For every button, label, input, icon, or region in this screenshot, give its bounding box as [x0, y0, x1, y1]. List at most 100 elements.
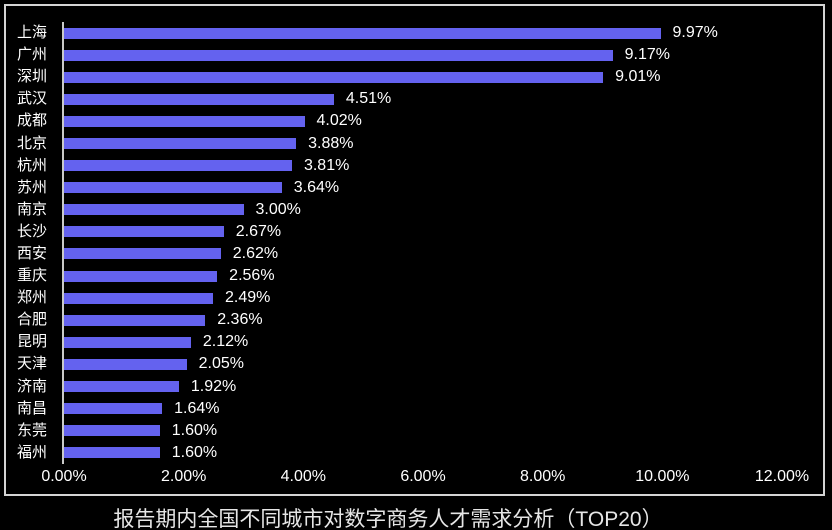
value-label: 3.81% [303, 156, 350, 174]
category-label: 天津 [16, 355, 47, 373]
bar [64, 447, 160, 459]
bar-row: 广州 9.17% [0, 44, 832, 67]
category-label: 上海 [16, 24, 47, 42]
bar [64, 226, 224, 238]
bar [64, 93, 334, 105]
bar-row: 武汉 4.51% [0, 88, 832, 111]
bar [64, 182, 282, 194]
value-label: 1.60% [171, 443, 218, 461]
bar-track: 3.81% [62, 154, 782, 177]
category-label: 合肥 [16, 311, 47, 329]
value-label: 2.05% [198, 355, 245, 373]
bar-track: 1.60% [62, 441, 782, 464]
bar-rows: 上海 9.97% 广州 9.17% 深圳 9.01% 武汉 4.51% 成都 4.02% 北京 3.8… [0, 22, 832, 464]
category-label: 重庆 [16, 267, 47, 285]
value-label: 2.36% [217, 311, 263, 329]
bar [64, 248, 221, 260]
bar [64, 138, 297, 150]
bar [64, 270, 218, 282]
bar-track: 2.49% [62, 287, 782, 310]
bar-track: 9.97% [62, 22, 782, 45]
bar-row: 郑州 2.49% [0, 287, 832, 310]
x-axis-tick-label: 6.00% [400, 468, 446, 485]
bar-track: 9.17% [62, 44, 782, 67]
bar-row: 深圳 9.01% [0, 66, 832, 89]
bar-row: 福州 1.60% [0, 441, 832, 464]
value-label: 9.97% [672, 24, 718, 42]
bar-track: 2.67% [62, 220, 782, 243]
bar-row: 昆明 2.12% [0, 331, 832, 354]
category-label: 长沙 [16, 222, 47, 240]
value-label: 3.00% [255, 200, 301, 218]
bar [64, 27, 661, 39]
category-label: 武汉 [16, 90, 47, 108]
bar-track: 1.60% [62, 419, 782, 442]
bar-track: 9.01% [62, 66, 782, 89]
value-label: 4.02% [316, 112, 362, 130]
bar-row: 合肥 2.36% [0, 309, 832, 332]
bar-row: 东莞 1.60% [0, 419, 832, 442]
chart-title: 报告期内全国不同城市对数字商务人才需求分析（TOP20） [113, 508, 663, 530]
bar [64, 358, 187, 370]
bar [64, 403, 163, 415]
category-label: 杭州 [16, 156, 47, 174]
bar-track: 1.64% [62, 397, 782, 420]
bar-track: 3.00% [62, 198, 782, 221]
value-label: 1.92% [190, 377, 237, 395]
category-label: 苏州 [16, 178, 47, 196]
bar [64, 160, 292, 172]
x-axis-tick-label: 0.00% [41, 468, 87, 485]
bar [64, 204, 244, 216]
bar-row: 南昌 1.64% [0, 397, 832, 420]
bar [64, 314, 206, 326]
bar-row: 杭州 3.81% [0, 154, 832, 177]
bar-track: 4.51% [62, 88, 782, 111]
value-label: 1.60% [171, 421, 218, 439]
bar-row: 成都 4.02% [0, 110, 832, 133]
x-axis-tick-label: 12.00% [754, 468, 810, 485]
category-label: 深圳 [16, 68, 47, 86]
value-label: 2.12% [202, 333, 249, 351]
category-label: 广州 [16, 46, 47, 64]
bar [64, 425, 160, 437]
value-label: 3.64% [293, 178, 340, 196]
value-label: 4.51% [345, 90, 392, 108]
category-label: 济南 [16, 377, 47, 395]
bar [64, 49, 613, 61]
category-label: 南昌 [16, 399, 47, 417]
bar-track: 2.05% [62, 353, 782, 376]
bar [64, 71, 604, 83]
bar-row: 西安 2.62% [0, 242, 832, 266]
bar-row: 天津 2.05% [0, 353, 832, 376]
category-label: 南京 [16, 200, 47, 218]
bar-track: 4.02% [62, 110, 782, 133]
value-label: 3.88% [308, 134, 354, 152]
x-axis-tick-label: 8.00% [519, 468, 566, 485]
bar-row: 长沙 2.67% [0, 220, 832, 243]
value-label: 9.17% [624, 46, 671, 64]
bar-track: 2.12% [62, 331, 782, 354]
x-axis-tick-label: 10.00% [635, 468, 690, 485]
bar [64, 115, 305, 127]
bar-row: 苏州 3.64% [0, 176, 832, 199]
bar-track: 2.36% [62, 309, 782, 332]
bar-row: 上海 9.97% [0, 22, 832, 45]
category-label: 福州 [16, 443, 47, 461]
value-label: 2.67% [235, 222, 282, 240]
value-label: 2.56% [229, 267, 275, 285]
bar-track: 3.88% [62, 132, 782, 155]
bar-track: 2.56% [62, 265, 782, 288]
bar-row: 北京 3.88% [0, 132, 832, 155]
bar-track: 3.64% [62, 176, 782, 199]
category-label: 西安 [16, 244, 47, 262]
category-label: 成都 [16, 112, 47, 130]
category-label: 北京 [16, 134, 47, 152]
value-label: 2.62% [232, 244, 279, 262]
bar-track: 1.92% [62, 375, 782, 398]
category-label: 郑州 [16, 289, 47, 307]
bar [64, 292, 213, 304]
x-axis-tick-label: 2.00% [160, 468, 207, 485]
bar [64, 336, 191, 348]
value-label: 9.01% [615, 68, 661, 86]
